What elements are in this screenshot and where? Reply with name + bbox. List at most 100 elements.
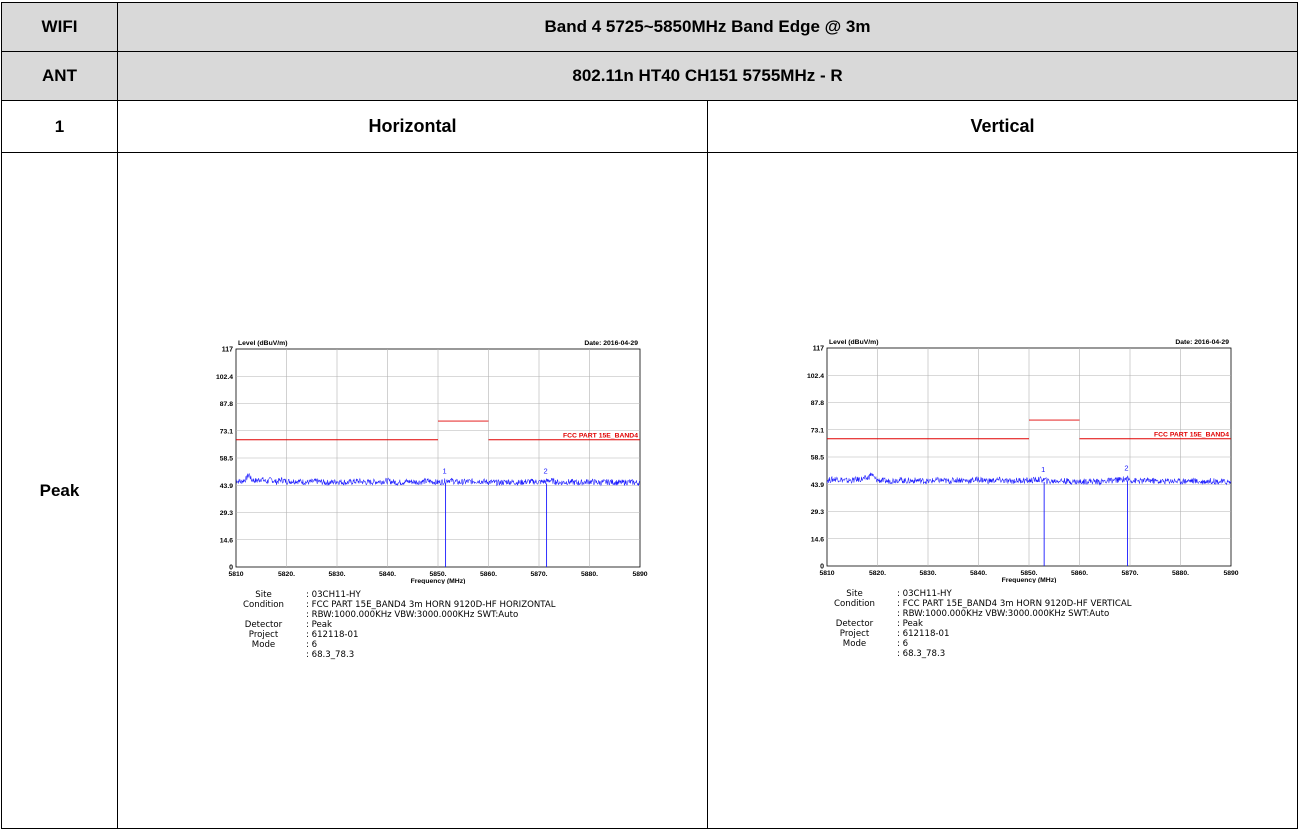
y-axis-label: Level (dBuV/m) <box>829 339 878 346</box>
info-key: Project <box>221 630 306 640</box>
x-tick-label: 5890 <box>1223 570 1238 577</box>
info-row: Site: 03CH11-HY <box>221 590 556 600</box>
info-key <box>221 650 306 660</box>
ant-label: ANT <box>2 52 118 101</box>
x-tick-label: 5820. <box>278 571 295 578</box>
x-tick-label: 5820. <box>869 570 886 577</box>
y-tick-label: 43.9 <box>220 483 233 490</box>
info-key: Site <box>221 590 306 600</box>
info-value: : 03CH11-HY <box>306 590 361 600</box>
info-row: Project: 612118-01 <box>221 630 556 640</box>
x-tick-label: 5830. <box>328 571 345 578</box>
info-value: : 6 <box>897 639 908 649</box>
info-row: : 68.3_78.3 <box>221 650 556 660</box>
info-key: Mode <box>221 640 306 650</box>
y-tick-label: 102.4 <box>216 374 233 381</box>
measurement-info: Site: 03CH11-HY Condition: FCC PART 15E_B… <box>221 590 556 660</box>
info-key <box>221 610 306 620</box>
spectrum-plot-svg: 0 14.6 29.3 43.9 58.5 73.1 87.8 102.4 117 5810 582… <box>799 333 1239 583</box>
y-tick-label: 29.3 <box>220 510 233 517</box>
info-value: : 612118-01 <box>897 629 949 639</box>
info-value: : RBW:1000.000KHz VBW:3000.000KHz SWT:Au… <box>306 610 518 620</box>
info-row: : RBW:1000.000KHz VBW:3000.000KHz SWT:Au… <box>221 610 556 620</box>
info-value: : Peak <box>306 620 332 630</box>
info-row: Condition: FCC PART 15E_BAND4 3m HORN 91… <box>221 600 556 610</box>
y-tick-label: 117 <box>222 347 233 354</box>
info-row: Mode: 6 <box>812 639 1132 649</box>
info-key <box>812 609 897 619</box>
info-key: Detector <box>221 620 306 630</box>
info-row: Site: 03CH11-HY <box>812 589 1132 599</box>
wifi-label: WIFI <box>2 3 118 52</box>
x-tick-label: 5880. <box>1172 570 1189 577</box>
y-tick-label: 29.3 <box>811 509 824 516</box>
info-row: : RBW:1000.000KHz VBW:3000.000KHz SWT:Au… <box>812 609 1132 619</box>
y-tick-label: 14.6 <box>811 536 824 543</box>
marker-label: 1 <box>1041 465 1045 474</box>
band-title: Band 4 5725~5850MHz Band Edge @ 3m <box>118 3 1298 52</box>
y-tick-label: 14.6 <box>220 537 233 544</box>
peak-row: Peak 0 14.6 29.3 43.9 58.5 73.1 87.8 102.4 117 58… <box>2 153 1298 829</box>
marker-label: 1 <box>442 466 446 475</box>
info-key <box>812 649 897 659</box>
marker-label: 2 <box>1124 464 1128 473</box>
vertical-header: Vertical <box>708 101 1298 153</box>
x-tick-label: 5810 <box>228 571 243 578</box>
x-tick-label: 5860. <box>480 571 497 578</box>
info-value: : Peak <box>897 619 923 629</box>
x-tick-label: 5880. <box>581 571 598 578</box>
y-tick-label: 87.8 <box>220 401 233 408</box>
x-tick-label: 5850. <box>429 571 446 578</box>
y-tick-label: 102.4 <box>807 373 824 380</box>
x-tick-label: 5850. <box>1020 570 1037 577</box>
channel-title: 802.11n HT40 CH151 5755MHz - R <box>118 52 1298 101</box>
x-tick-label: 5870. <box>530 571 547 578</box>
info-row: Detector: Peak <box>812 619 1132 629</box>
x-axis-label: Frequency (MHz) <box>1002 577 1057 583</box>
info-row: Detector: Peak <box>221 620 556 630</box>
info-value: : 612118-01 <box>306 630 358 640</box>
info-value: : 03CH11-HY <box>897 589 952 599</box>
info-key: Project <box>812 629 897 639</box>
measurement-info: Site: 03CH11-HY Condition: FCC PART 15E_B… <box>812 589 1132 659</box>
info-key: Condition <box>812 599 897 609</box>
info-value: : RBW:1000.000KHz VBW:3000.000KHz SWT:Au… <box>897 609 1109 619</box>
y-tick-label: 117 <box>813 346 824 353</box>
y-axis-label: Level (dBuV/m) <box>238 340 287 347</box>
horizontal-header: Horizontal <box>118 101 708 153</box>
y-tick-label: 73.1 <box>811 427 824 434</box>
detector-label: Peak <box>2 153 118 829</box>
y-tick-label: 58.5 <box>220 456 233 463</box>
x-tick-label: 5890 <box>632 571 647 578</box>
limit-line-label: FCC PART 15E_BAND4 <box>1154 432 1229 439</box>
polarization-row: 1 Horizontal Vertical <box>2 101 1298 153</box>
info-value: : FCC PART 15E_BAND4 3m HORN 9120D-HF VE… <box>897 599 1132 609</box>
info-key: Detector <box>812 619 897 629</box>
horizontal-plot-cell: 0 14.6 29.3 43.9 58.5 73.1 87.8 102.4 117 5810 582… <box>118 153 708 829</box>
info-row: Project: 612118-01 <box>812 629 1132 639</box>
x-tick-label: 5810 <box>819 570 834 577</box>
info-row: : 68.3_78.3 <box>812 649 1132 659</box>
x-tick-label: 5830. <box>919 570 936 577</box>
ant-row: ANT 802.11n HT40 CH151 5755MHz - R <box>2 52 1298 101</box>
vertical-plot: 0 14.6 29.3 43.9 58.5 73.1 87.8 102.4 117 5810 582… <box>708 153 1297 828</box>
x-tick-label: 5860. <box>1071 570 1088 577</box>
info-value: : 6 <box>306 640 317 650</box>
info-key: Mode <box>812 639 897 649</box>
y-tick-label: 87.8 <box>811 400 824 407</box>
info-value: : FCC PART 15E_BAND4 3m HORN 9120D-HF HO… <box>306 600 556 610</box>
wifi-row: WIFI Band 4 5725~5850MHz Band Edge @ 3m <box>2 3 1298 52</box>
info-value: : 68.3_78.3 <box>306 650 354 660</box>
date-label: Date: 2016-04-29 <box>584 340 638 347</box>
index-label: 1 <box>2 101 118 153</box>
spectrum-plot-svg: 0 14.6 29.3 43.9 58.5 73.1 87.8 102.4 117 5810 582… <box>208 334 648 584</box>
horizontal-plot: 0 14.6 29.3 43.9 58.5 73.1 87.8 102.4 117 5810 582… <box>118 153 707 828</box>
x-axis-label: Frequency (MHz) <box>411 578 466 584</box>
info-key: Site <box>812 589 897 599</box>
info-row: Mode: 6 <box>221 640 556 650</box>
x-tick-label: 5870. <box>1121 570 1138 577</box>
x-tick-label: 5840. <box>970 570 987 577</box>
x-tick-label: 5840. <box>379 571 396 578</box>
